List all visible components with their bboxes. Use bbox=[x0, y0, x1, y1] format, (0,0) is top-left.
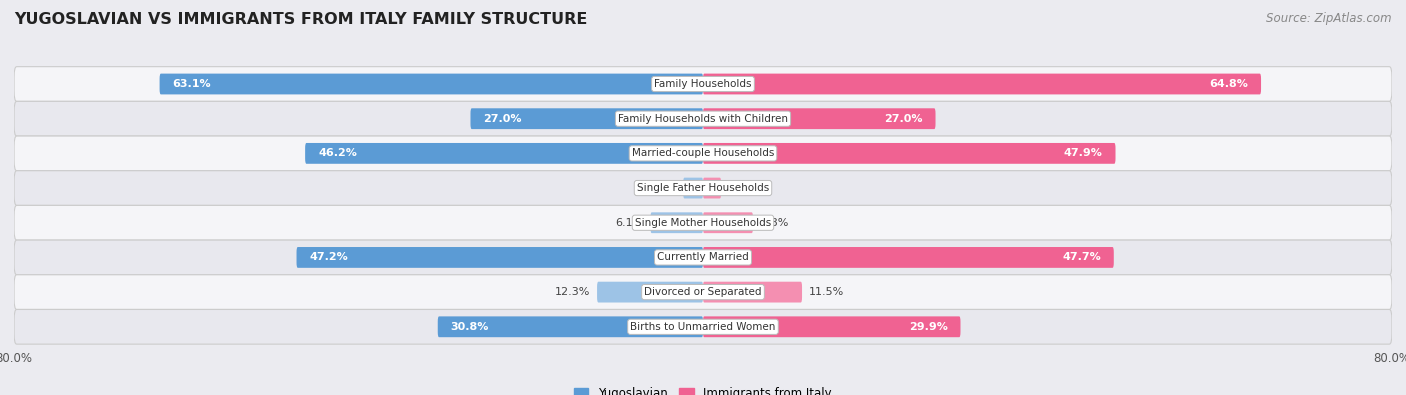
FancyBboxPatch shape bbox=[651, 213, 703, 233]
FancyBboxPatch shape bbox=[160, 73, 703, 94]
Text: Married-couple Households: Married-couple Households bbox=[631, 149, 775, 158]
Text: 29.9%: 29.9% bbox=[908, 322, 948, 332]
FancyBboxPatch shape bbox=[14, 102, 1392, 136]
FancyBboxPatch shape bbox=[471, 108, 703, 129]
Text: 46.2%: 46.2% bbox=[318, 149, 357, 158]
Text: Currently Married: Currently Married bbox=[657, 252, 749, 262]
Text: Single Mother Households: Single Mother Households bbox=[636, 218, 770, 228]
FancyBboxPatch shape bbox=[703, 108, 935, 129]
Text: 6.1%: 6.1% bbox=[616, 218, 644, 228]
Text: Source: ZipAtlas.com: Source: ZipAtlas.com bbox=[1267, 12, 1392, 25]
FancyBboxPatch shape bbox=[703, 178, 721, 198]
Legend: Yugoslavian, Immigrants from Italy: Yugoslavian, Immigrants from Italy bbox=[569, 382, 837, 395]
FancyBboxPatch shape bbox=[703, 282, 801, 303]
Text: 2.3%: 2.3% bbox=[648, 183, 676, 193]
Text: Family Households: Family Households bbox=[654, 79, 752, 89]
FancyBboxPatch shape bbox=[703, 143, 1115, 164]
FancyBboxPatch shape bbox=[14, 136, 1392, 171]
FancyBboxPatch shape bbox=[437, 316, 703, 337]
Text: 27.0%: 27.0% bbox=[884, 114, 922, 124]
FancyBboxPatch shape bbox=[14, 309, 1392, 344]
Text: 27.0%: 27.0% bbox=[484, 114, 522, 124]
FancyBboxPatch shape bbox=[703, 316, 960, 337]
Text: Births to Unmarried Women: Births to Unmarried Women bbox=[630, 322, 776, 332]
Text: 11.5%: 11.5% bbox=[808, 287, 844, 297]
FancyBboxPatch shape bbox=[598, 282, 703, 303]
Text: Family Households with Children: Family Households with Children bbox=[619, 114, 787, 124]
FancyBboxPatch shape bbox=[14, 205, 1392, 240]
FancyBboxPatch shape bbox=[14, 67, 1392, 102]
Text: 2.1%: 2.1% bbox=[728, 183, 756, 193]
FancyBboxPatch shape bbox=[305, 143, 703, 164]
Text: 47.2%: 47.2% bbox=[309, 252, 349, 262]
Text: Single Father Households: Single Father Households bbox=[637, 183, 769, 193]
Text: 12.3%: 12.3% bbox=[555, 287, 591, 297]
Text: 5.8%: 5.8% bbox=[759, 218, 789, 228]
Text: 47.7%: 47.7% bbox=[1062, 252, 1101, 262]
FancyBboxPatch shape bbox=[703, 247, 1114, 268]
Text: 30.8%: 30.8% bbox=[451, 322, 489, 332]
Text: Divorced or Separated: Divorced or Separated bbox=[644, 287, 762, 297]
Text: 63.1%: 63.1% bbox=[173, 79, 211, 89]
FancyBboxPatch shape bbox=[683, 178, 703, 198]
Text: 47.9%: 47.9% bbox=[1064, 149, 1102, 158]
FancyBboxPatch shape bbox=[703, 213, 754, 233]
FancyBboxPatch shape bbox=[14, 275, 1392, 309]
FancyBboxPatch shape bbox=[703, 73, 1261, 94]
FancyBboxPatch shape bbox=[14, 240, 1392, 275]
Text: YUGOSLAVIAN VS IMMIGRANTS FROM ITALY FAMILY STRUCTURE: YUGOSLAVIAN VS IMMIGRANTS FROM ITALY FAM… bbox=[14, 12, 588, 27]
FancyBboxPatch shape bbox=[14, 171, 1392, 205]
Text: 64.8%: 64.8% bbox=[1209, 79, 1249, 89]
FancyBboxPatch shape bbox=[297, 247, 703, 268]
